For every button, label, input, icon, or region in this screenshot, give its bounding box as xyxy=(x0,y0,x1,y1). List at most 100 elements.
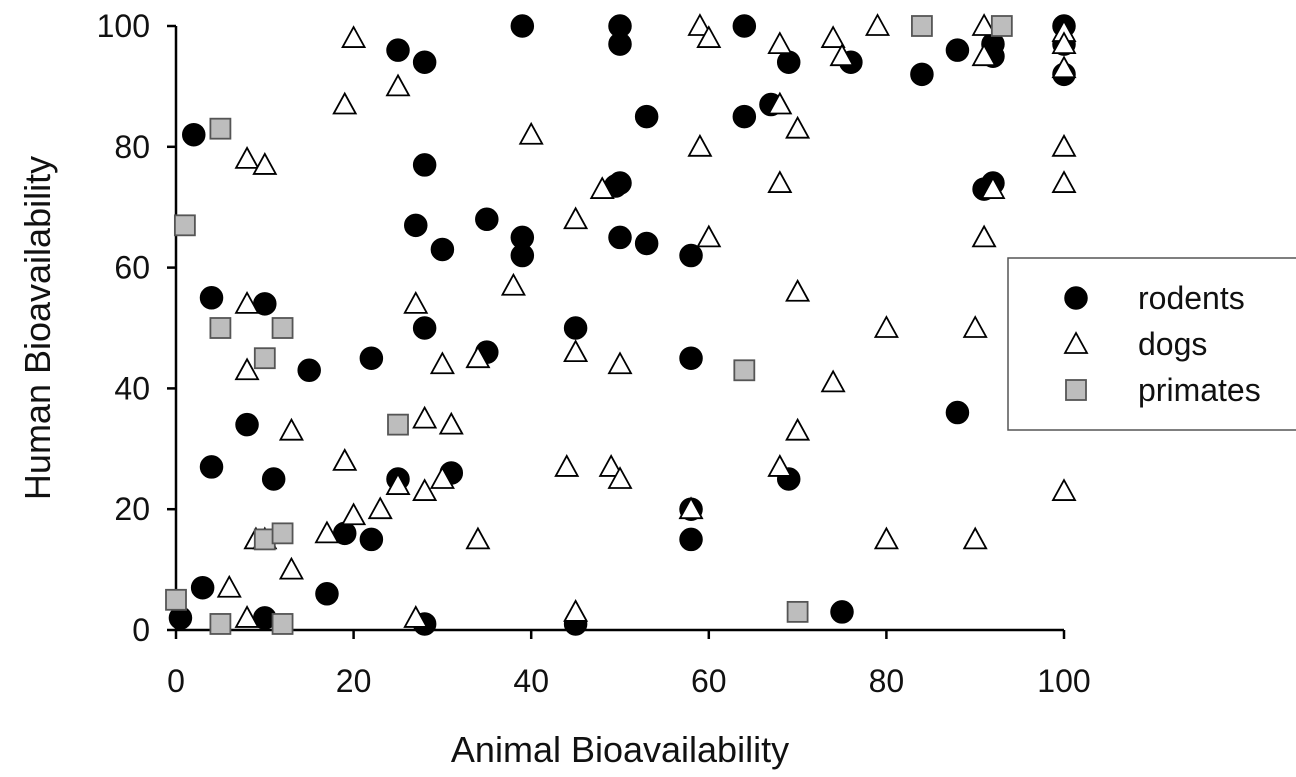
dogs-point xyxy=(412,405,438,429)
dogs-point xyxy=(429,351,455,375)
y-tick-label: 80 xyxy=(114,129,150,165)
rodents-point xyxy=(608,32,632,56)
primates-point xyxy=(173,214,196,237)
dogs-point xyxy=(438,411,464,435)
dogs-point xyxy=(607,466,633,489)
legend-box xyxy=(1007,257,1296,431)
x-tick-label: 0 xyxy=(167,663,185,699)
dogs-point xyxy=(873,315,899,338)
dogs-point xyxy=(1051,31,1077,55)
dogs-point xyxy=(385,73,411,97)
dogs-point xyxy=(216,574,242,598)
rodents-point xyxy=(945,38,970,62)
x-tick-label: 20 xyxy=(336,663,372,699)
dogs-point xyxy=(341,25,367,48)
dogs-point xyxy=(971,224,997,248)
rodents-point xyxy=(430,237,455,262)
dogs-point xyxy=(278,417,304,441)
rodents-point xyxy=(315,582,339,606)
dogs-point xyxy=(1051,133,1077,157)
series-primates xyxy=(165,15,1013,635)
dogs-point xyxy=(785,115,811,139)
dogs-point xyxy=(341,502,367,526)
primates-point xyxy=(165,588,187,611)
dogs-point xyxy=(429,466,455,489)
rodents-point xyxy=(412,316,437,340)
y-tick-label: 0 xyxy=(132,612,150,648)
rodents-point xyxy=(386,38,410,62)
dogs-point xyxy=(234,290,260,314)
rodents-point xyxy=(412,153,437,177)
dogs-point xyxy=(820,369,846,393)
dogs-point xyxy=(554,454,580,477)
dogs-point xyxy=(412,478,438,501)
dogs-point xyxy=(971,13,997,36)
axes: 0 20 40 60 80 100 0 20 40 60 80 100 xyxy=(97,8,1091,699)
rodents-point xyxy=(261,467,286,491)
primates-point xyxy=(271,317,294,339)
x-tick-label: 40 xyxy=(513,663,549,699)
dogs-point xyxy=(234,146,260,169)
rodents-point xyxy=(475,207,499,232)
rodents-point xyxy=(679,346,703,370)
dogs-point xyxy=(687,13,713,36)
dogs-point xyxy=(864,13,891,36)
dogs-point xyxy=(767,454,793,477)
dogs-point xyxy=(767,31,793,55)
dogs-point xyxy=(785,417,811,441)
y-tick-label: 40 xyxy=(114,370,150,406)
rodents-point xyxy=(190,575,215,600)
rodents-point xyxy=(563,316,588,340)
legend-label-rodents: rodents xyxy=(1138,280,1245,316)
rodents-point xyxy=(404,213,428,238)
primates-point xyxy=(786,600,809,623)
dogs-point xyxy=(1051,55,1077,79)
primates-point xyxy=(387,413,409,436)
rodents-point xyxy=(945,400,970,425)
dogs-point xyxy=(607,351,633,375)
dogs-point xyxy=(314,520,340,544)
dogs-point xyxy=(1051,170,1077,193)
dogs-point xyxy=(687,133,713,157)
dogs-point xyxy=(873,526,899,550)
rodents-point xyxy=(679,243,703,268)
y-tick-label: 60 xyxy=(114,250,150,286)
dogs-point xyxy=(367,496,393,520)
primates-point xyxy=(253,347,276,370)
dogs-point xyxy=(234,605,260,628)
primates-point xyxy=(271,522,294,545)
rodents-point xyxy=(510,14,535,38)
dogs-point xyxy=(962,526,988,550)
primates-point xyxy=(271,613,294,635)
dogs-point xyxy=(820,25,846,48)
legend-marker-rodents xyxy=(1064,286,1088,310)
legend-entries: rodents dogs primates xyxy=(1063,280,1261,408)
legend-marker-dogs xyxy=(1063,331,1089,354)
rodents-point xyxy=(182,122,206,147)
x-tick-label: 80 xyxy=(869,663,905,699)
legend-label-primates: primates xyxy=(1138,372,1261,408)
dogs-point xyxy=(234,357,260,381)
x-tick-label: 100 xyxy=(1037,663,1090,699)
rodents-point xyxy=(510,243,535,268)
dogs-point xyxy=(518,121,544,145)
rodents-point xyxy=(235,412,259,437)
dogs-point xyxy=(278,556,304,580)
rodents-point xyxy=(412,50,437,74)
rodents-point xyxy=(732,104,757,129)
dogs-point xyxy=(980,176,1006,199)
legend-marker-primates xyxy=(1065,379,1087,401)
rodents-point xyxy=(359,527,384,552)
rodents-point xyxy=(776,50,801,74)
dogs-point xyxy=(589,176,615,199)
y-axis-title: Human Bioavailability xyxy=(17,156,58,500)
dogs-point xyxy=(332,448,358,471)
y-tick-label: 100 xyxy=(97,8,150,44)
primates-point xyxy=(209,117,232,140)
dogs-point xyxy=(971,43,997,67)
rodents-point xyxy=(634,104,659,129)
x-axis-title: Animal Bioavailability xyxy=(451,729,789,770)
dogs-point xyxy=(696,224,722,248)
